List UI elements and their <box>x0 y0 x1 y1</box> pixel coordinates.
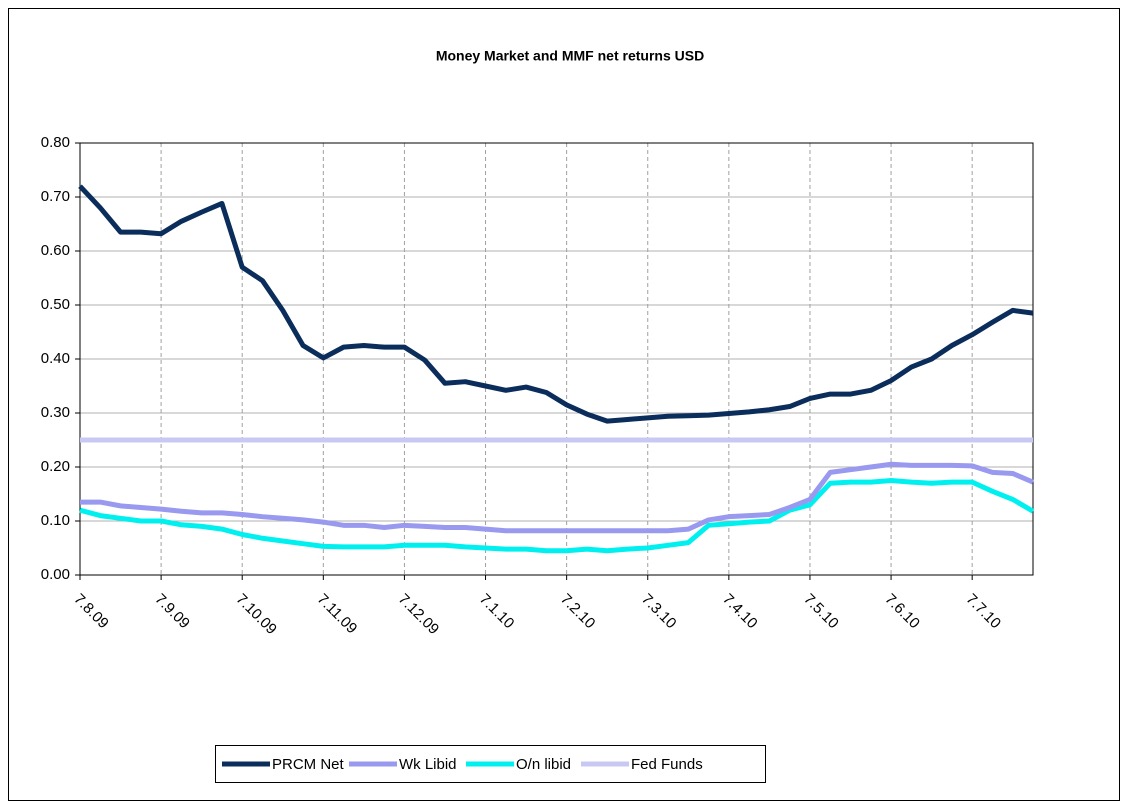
y-tick-label: 0.10 <box>41 512 70 529</box>
series-line <box>79 478 1035 554</box>
y-tick-label: 0.50 <box>41 296 70 313</box>
y-tick-label: 0.30 <box>41 404 70 421</box>
y-tick-label: 0.40 <box>41 350 70 367</box>
y-tick-label: 0.80 <box>41 134 70 151</box>
y-tick-label: 0.20 <box>41 458 70 475</box>
chart-title: Money Market and MMF net returns USD <box>436 48 704 64</box>
legend-label: PRCM Net <box>272 756 345 773</box>
legend-label: O/n libid <box>516 756 571 773</box>
legend-label: Wk Libid <box>399 756 457 773</box>
series-line <box>80 461 1034 534</box>
plot-frame <box>79 142 1034 576</box>
y-tick-label: 0.70 <box>41 188 70 205</box>
legend-label: Fed Funds <box>631 756 703 773</box>
y-tick-label: 0.60 <box>41 242 70 259</box>
y-tick-label: 0.00 <box>41 566 70 583</box>
series-line <box>78 184 1034 424</box>
